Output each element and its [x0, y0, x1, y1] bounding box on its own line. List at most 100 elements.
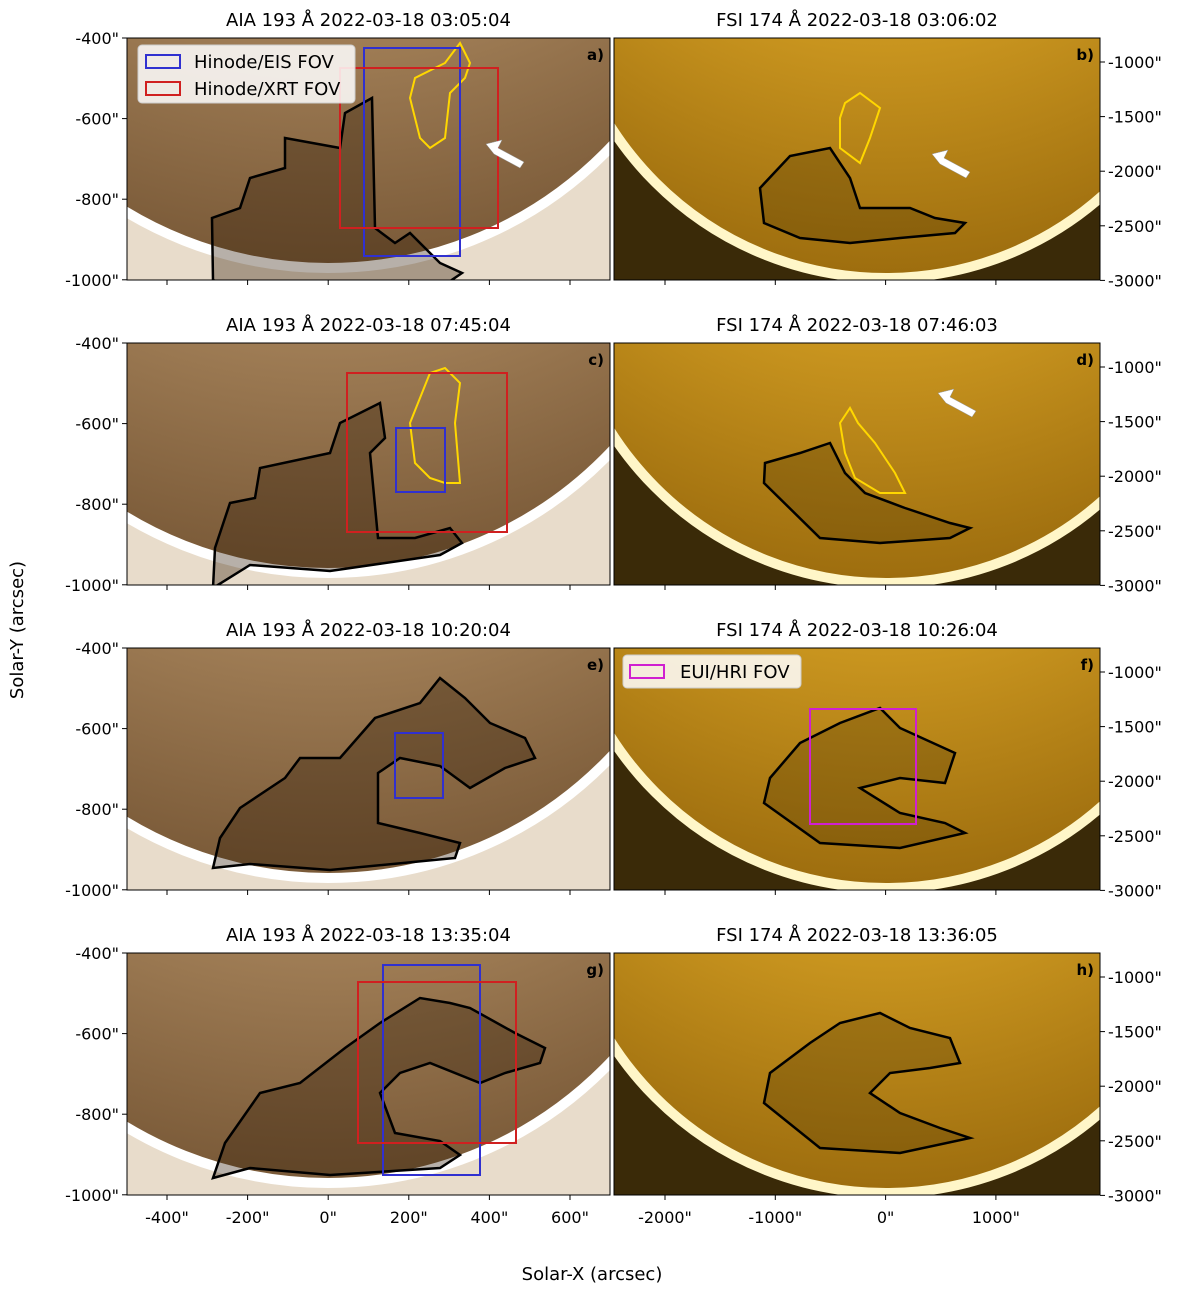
panel-frame [613, 647, 1101, 891]
y-tick-label: -2500" [1108, 522, 1162, 541]
yellow-contour [839, 91, 882, 165]
y-tick-label: -2500" [1108, 827, 1162, 846]
panel-label: h) [1076, 961, 1094, 979]
y-tick-label: -600" [75, 1025, 119, 1044]
panel-label: a) [587, 46, 604, 64]
panel-title: FSI 174 Å 2022-03-18 03:06:02 [716, 9, 998, 31]
coronal-hole-contour [211, 996, 547, 1180]
fov-box [382, 964, 481, 1176]
fov-box [346, 372, 508, 533]
y-tick-label: -600" [75, 110, 119, 129]
arrow [931, 149, 971, 179]
panel-label: e) [587, 656, 604, 674]
y-tick-label: -1000" [1108, 358, 1162, 377]
panel-label: f) [1081, 656, 1094, 674]
x-tick-label: -1000" [748, 1208, 802, 1227]
y-tick-label: -800" [75, 1105, 119, 1124]
fov-box [357, 981, 517, 1144]
solar-disk [614, 343, 1100, 585]
panel-title: AIA 193 Å 2022-03-18 03:05:04 [226, 9, 511, 31]
x-tick-label: 400" [470, 1208, 508, 1227]
x-axis-label: Solar-X (arcsec) [522, 1264, 663, 1285]
y-tick-label: -1000" [65, 881, 119, 900]
y-tick-label: -1000" [1108, 663, 1162, 682]
image-panel [614, 38, 1100, 280]
coronal-hole-contour [211, 401, 464, 585]
panel-title: AIA 193 Å 2022-03-18 10:20:04 [226, 619, 511, 641]
yellow-contour [408, 366, 462, 484]
legend-swatch [145, 81, 181, 96]
image-panel [614, 648, 1100, 890]
image-panel [614, 953, 1100, 1195]
legend-label: EUI/HRI FOV [680, 662, 790, 683]
x-tick-label: -400" [145, 1208, 189, 1227]
panel-frame [126, 952, 611, 1196]
panel-label: g) [586, 961, 604, 979]
y-tick-label: -2000" [1108, 162, 1162, 181]
panel-label: b) [1076, 46, 1094, 64]
y-tick-label: -3000" [1108, 881, 1162, 900]
arrow [485, 139, 525, 169]
y-tick-label: -800" [75, 800, 119, 819]
legend-swatch [629, 664, 665, 679]
panel-frame [613, 952, 1101, 1196]
yellow-contour [838, 406, 907, 494]
panel-frame [613, 37, 1101, 281]
arrow [937, 388, 977, 418]
panel-title: FSI 174 Å 2022-03-18 07:46:03 [716, 314, 998, 336]
image-panel [127, 953, 610, 1195]
image-panel [614, 343, 1100, 585]
y-tick-label: -600" [75, 415, 119, 434]
legend-box [137, 44, 356, 104]
x-tick-label: 200" [390, 1208, 428, 1227]
y-tick-label: -2500" [1108, 217, 1162, 236]
solar-disk [614, 38, 1100, 280]
panel-frame [126, 37, 611, 281]
y-tick-label: -800" [75, 190, 119, 209]
image-panel [127, 343, 610, 585]
y-tick-label: -1500" [1108, 718, 1162, 737]
panel-title: FSI 174 Å 2022-03-18 10:26:04 [716, 619, 998, 641]
coronal-hole-contour [210, 95, 465, 280]
coronal-hole-contour [211, 676, 537, 872]
y-tick-label: -1500" [1108, 1023, 1162, 1042]
x-tick-label: 0" [319, 1208, 337, 1227]
panel-frame [126, 342, 611, 586]
y-tick-label: -400" [75, 29, 119, 48]
panel-frame [126, 647, 611, 891]
fov-box [809, 708, 917, 825]
legend-box [622, 654, 802, 689]
y-axis-label: Solar-Y (arcsec) [7, 561, 28, 699]
y-tick-label: -2000" [1108, 1077, 1162, 1096]
y-tick-label: -400" [75, 944, 119, 963]
y-tick-label: -1500" [1108, 413, 1162, 432]
image-panel [127, 648, 610, 890]
legend-label: Hinode/EIS FOV [194, 52, 335, 73]
y-tick-label: -1000" [1108, 53, 1162, 72]
coronal-hole-contour [762, 706, 969, 850]
y-tick-label: -1500" [1108, 108, 1162, 127]
solar-disk [127, 648, 610, 883]
y-tick-label: -2500" [1108, 1132, 1162, 1151]
image-panel [127, 38, 610, 280]
x-tick-label: 1000" [972, 1208, 1020, 1227]
coronal-hole-contour [762, 1011, 975, 1155]
solar-disk [614, 648, 1100, 890]
y-tick-label: -400" [75, 334, 119, 353]
y-tick-label: -1000" [65, 1186, 119, 1205]
y-tick-label: -3000" [1108, 1186, 1162, 1205]
solar-disk [614, 953, 1100, 1195]
y-tick-label: -800" [75, 495, 119, 514]
panel-title: AIA 193 Å 2022-03-18 13:35:04 [226, 924, 511, 946]
panel-title: AIA 193 Å 2022-03-18 07:45:04 [226, 314, 511, 336]
fov-box [363, 47, 461, 257]
x-tick-label: 600" [551, 1208, 589, 1227]
fov-box [394, 732, 444, 799]
coronal-hole-contour [758, 146, 968, 245]
y-tick-label: -400" [75, 639, 119, 658]
y-tick-label: -600" [75, 720, 119, 739]
y-tick-label: -3000" [1108, 576, 1162, 595]
x-tick-label: -2000" [638, 1208, 692, 1227]
panel-label: c) [588, 351, 604, 369]
